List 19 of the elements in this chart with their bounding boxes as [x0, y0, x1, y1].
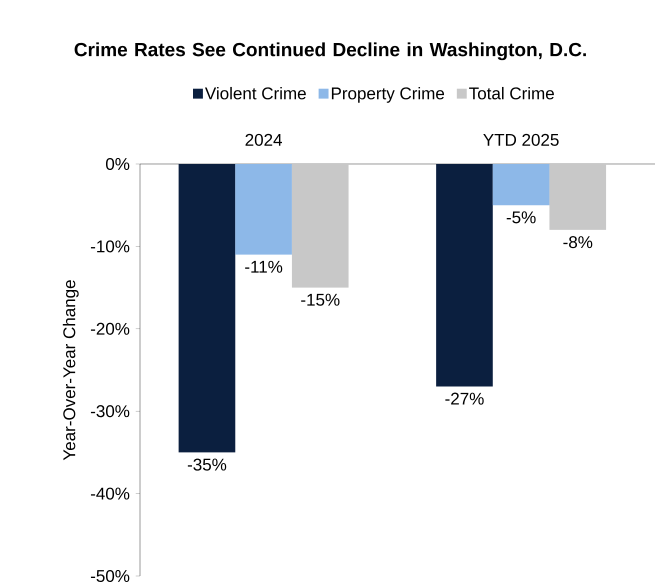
- x-tick-label: YTD 2025: [483, 134, 559, 146]
- data-label: -35%: [188, 458, 226, 471]
- y-tick-label: -10%: [90, 240, 130, 252]
- legend-label: Total Crime: [469, 86, 554, 100]
- y-tick-label: 0%: [106, 158, 130, 170]
- chart-title: Crime Rates See Continued Decline in Washington, D.C.: [74, 42, 586, 60]
- x-tick-label: 2024: [246, 134, 282, 146]
- y-tick-label: -30%: [90, 405, 130, 418]
- data-label: -15%: [301, 294, 340, 306]
- data-label: -27%: [445, 392, 484, 405]
- data-label: -5%: [506, 211, 536, 224]
- y-tick-label: -50%: [90, 570, 130, 582]
- y-axis-title: Year-Over-Year Change: [62, 280, 79, 460]
- data-label: -8%: [563, 236, 592, 248]
- y-tick-label: -40%: [90, 488, 130, 500]
- legend-label: Property Crime: [332, 86, 444, 103]
- y-tick-label: -20%: [90, 322, 130, 335]
- legend-label: Violent Crime: [204, 86, 306, 100]
- data-label: -11%: [245, 260, 282, 273]
